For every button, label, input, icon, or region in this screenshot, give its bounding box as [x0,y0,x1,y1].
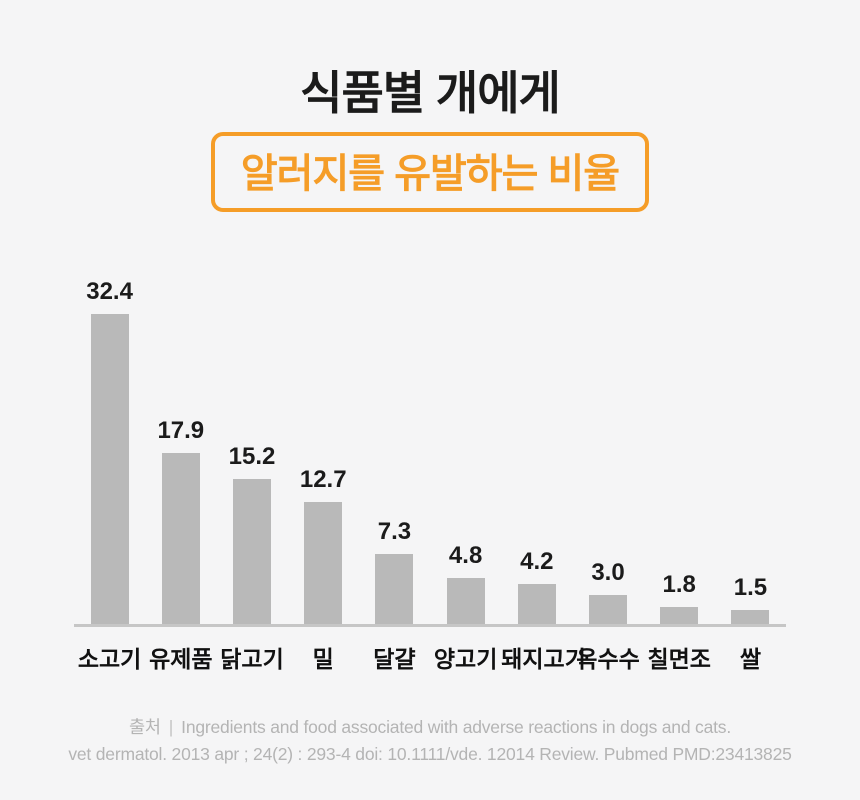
category-label: 칠면조 [647,646,711,672]
source-label: 출처 [128,717,161,737]
bar-value-label: 3.0 [591,559,625,586]
bar-value-label: 32.4 [86,278,133,305]
category-label: 돼지고기 [501,646,586,672]
category-label: 밀 [312,646,334,672]
bar [233,479,271,624]
bar-column: 4.8 [430,542,501,624]
bar-column: 12.7 [288,466,359,624]
bar-chart: 32.4 17.9 15.2 12.7 7.3 4.8 4.2 3.0 1.8 1.5 소고기 유제… [74,278,786,674]
bar-value-label: 17.9 [157,417,205,444]
category-label: 유제품 [149,646,213,672]
bar-column: 1.8 [644,571,715,624]
bar [90,314,129,624]
category-label: 쌀 [739,646,762,672]
bar-column: 7.3 [359,518,430,624]
bar-value-label: 15.2 [228,443,276,470]
source-line-2: vet dermatol. 2013 apr ; 24(2) : 293-4 d… [68,744,792,764]
bar [304,502,343,624]
bar-column: 4.2 [501,548,572,624]
category-labels-row: 소고기 유제품 닭고기 밀 달걀 양고기 돼지고기 옥수수 칠면조 쌀 [74,640,786,674]
source-reference-title: Ingredients and food associated with adv… [181,717,731,737]
bar [589,595,628,624]
bar-column: 3.0 [572,559,643,624]
bar [731,610,770,624]
bar-column: 1.5 [715,574,786,624]
bar-value-label: 12.7 [299,466,347,493]
bar-value-label: 1.8 [662,571,696,598]
source-citation: 출처 | Ingredients and food associated with … [0,714,860,768]
source-separator: | [168,717,174,737]
bar [660,607,699,624]
source-line-1: 출처 | Ingredients and food associated with … [0,714,860,741]
bar [446,578,485,624]
page-title: 식품별 개에게 [300,67,561,119]
bar-value-label: 1.5 [733,574,768,601]
category-label: 옥수수 [576,646,640,672]
bar [161,453,200,624]
category-label: 닭고기 [220,646,284,672]
bar-value-label: 4.8 [448,542,483,569]
page-subtitle: 알러지를 유발하는 비율 [240,152,620,196]
bar [517,584,556,624]
category-label: 달걀 [373,646,416,672]
bars-row: 32.4 17.9 15.2 12.7 7.3 4.8 4.2 3.0 1.8 1.5 [74,278,786,627]
bar-value-label: 7.3 [377,518,412,545]
category-label: 양고기 [433,646,498,672]
bar-column: 17.9 [145,417,216,624]
category-label: 소고기 [77,646,142,672]
bar-column: 15.2 [216,443,287,624]
bar-value-label: 4.2 [520,548,554,575]
bar [375,554,414,624]
subtitle-box: 알러지를 유발하는 비율 [210,132,650,212]
bar-column: 32.4 [74,278,145,624]
